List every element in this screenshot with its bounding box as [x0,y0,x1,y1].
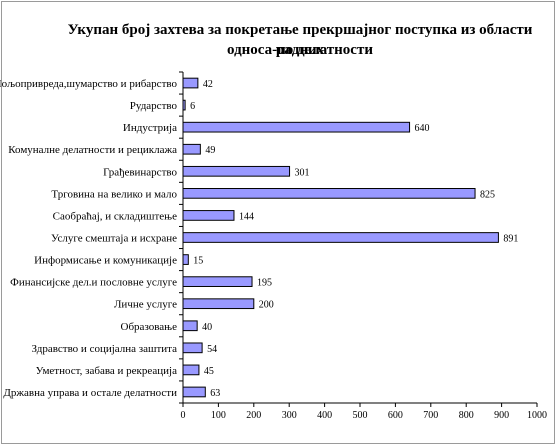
bar [182,386,206,398]
category-label: Индустрија [123,122,177,134]
bar [182,320,198,332]
data-label: 45 [204,366,214,377]
data-label: 891 [503,234,518,245]
data-label: 63 [210,388,220,399]
data-label: 15 [193,256,203,267]
category-label: Информисање и комуникације [34,255,177,267]
data-label: 200 [259,300,274,311]
category-label: Образовање [121,321,178,333]
x-tick-label: 1000 [527,410,547,421]
category-label: Здравство и социјална заштита [32,343,178,355]
x-tick-label: 700 [423,410,438,421]
bar [182,188,476,199]
x-tick-label: 900 [494,410,509,421]
category-label: Пољопривреда,шумарство и рибарство [0,78,177,90]
category-label: Уметност, забава и рекреација [36,365,177,377]
bar [182,210,235,221]
data-label: 42 [203,79,213,90]
x-tick-label: 100 [211,410,226,421]
x-tick-label: 800 [459,410,474,421]
bar [182,165,291,177]
chart-title-line-1: Укупан број захтева за покретање прекрша… [67,22,533,58]
category-label: Трговина на велико и мало [51,188,177,200]
data-label: 54 [207,344,217,355]
data-label: 301 [295,167,310,178]
data-label: 40 [202,322,212,333]
category-label: Финансијске дел.и пословне услуге [10,277,177,289]
x-tick-label: 300 [282,410,297,421]
x-tick-label: 200 [246,410,261,421]
chart-title-line-2: односа-по делатности [227,42,373,58]
bar [182,364,200,376]
category-label: Државна управа и остале делатности [3,387,177,399]
bar [182,276,253,287]
data-label: 195 [257,278,272,289]
bar [182,143,201,155]
bar [182,77,199,89]
bar [182,298,255,310]
category-label: Саобраћај, и складиштење [53,210,177,222]
category-label: Грађевинарство [103,166,177,178]
category-label: Рударство [130,100,178,112]
bar [182,232,499,243]
data-label: 6 [190,101,195,112]
x-tick-label: 0 [181,410,186,421]
category-label: Услуге смештаја и исхране [51,233,177,245]
bar [182,254,189,265]
x-tick-label: 500 [353,410,368,421]
bar [182,99,186,111]
x-tick-label: 400 [317,410,332,421]
bar [182,121,411,133]
category-label: Личне услуге [114,299,177,311]
data-label: 825 [480,189,495,200]
x-tick-label: 600 [388,410,403,421]
bar [182,342,203,354]
category-label: Комуналне делатности и рециклажа [8,144,177,156]
data-label: 144 [239,211,254,222]
data-label: 640 [415,123,430,134]
data-label: 49 [205,145,215,156]
